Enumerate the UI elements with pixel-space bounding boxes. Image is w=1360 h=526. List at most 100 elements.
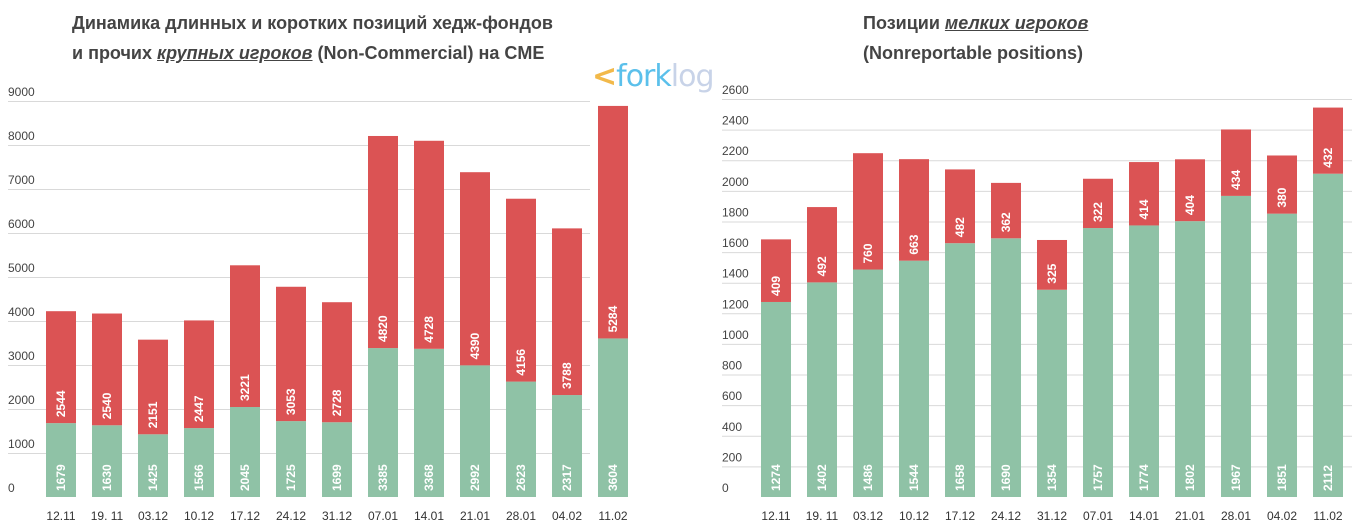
left-bar-short [322, 302, 352, 423]
right-short-value-label: 663 [907, 234, 921, 254]
right-short-value-label: 414 [1137, 199, 1151, 219]
right-x-tick-label: 14.01 [1129, 509, 1159, 523]
left-x-tick-label: 14.01 [414, 509, 444, 523]
left-short-value-label: 4390 [468, 332, 482, 359]
left-short-value-label: 4156 [514, 349, 528, 376]
left-x-tick-label: 24.12 [276, 509, 306, 523]
left-short-value-label: 2544 [54, 390, 68, 417]
right-long-value-label: 2112 [1321, 465, 1335, 491]
left-long-value-label: 2045 [238, 464, 252, 491]
left-long-value-label: 1725 [284, 464, 298, 491]
right-long-value-label: 1774 [1137, 464, 1151, 491]
left-bar-long [138, 434, 168, 497]
right-long-value-label: 1658 [953, 464, 967, 491]
right-y-tick-label: 2000 [722, 175, 749, 189]
left-short-value-label: 3788 [560, 362, 574, 389]
right-long-value-label: 1690 [999, 464, 1013, 491]
left-x-tick-label: 03.12 [138, 509, 168, 523]
right-long-value-label: 1354 [1045, 464, 1059, 491]
right-bar-long [761, 301, 791, 497]
left-bar-short [92, 313, 122, 426]
right-bar-short [1267, 155, 1297, 214]
right-bar-long [1221, 195, 1251, 497]
right-bar-long [991, 238, 1021, 498]
left-long-value-label: 1630 [100, 464, 114, 491]
left-short-value-label: 2151 [146, 401, 160, 428]
right-y-tick-label: 1400 [722, 267, 749, 281]
left-long-value-label: 1425 [146, 464, 160, 491]
left-bar-short [598, 105, 628, 339]
right-x-tick-label: 21.01 [1175, 509, 1205, 523]
right-long-value-label: 1802 [1183, 464, 1197, 491]
right-y-tick-label: 1000 [722, 328, 749, 342]
right-x-tick-label: 03.12 [853, 509, 883, 523]
left-long-value-label: 1699 [330, 464, 344, 491]
left-bar-long [92, 425, 122, 497]
right-bar-long [1037, 289, 1067, 497]
left-title-em: крупных игроков [157, 43, 313, 63]
left-short-value-label: 3053 [284, 388, 298, 415]
right-bar-long [1313, 173, 1343, 497]
left-x-tick-label: 07.01 [368, 509, 398, 523]
right-bar-short [899, 159, 929, 261]
left-short-value-label: 2540 [100, 392, 114, 419]
right-x-tick-label: 12.11 [761, 509, 790, 523]
left-short-value-label: 4728 [422, 316, 436, 343]
forklog-watermark: <forklog [592, 62, 714, 92]
right-short-value-label: 325 [1045, 263, 1059, 283]
left-short-value-label: 3221 [238, 374, 252, 401]
right-title-pre: Позиции [863, 13, 945, 33]
right-title-line1: Позиции мелких игроков [863, 8, 1088, 38]
right-x-tick-label: 11.02 [1313, 509, 1342, 523]
right-bar-short [1313, 107, 1343, 174]
right-bar-short [853, 153, 883, 270]
right-bar-long [853, 269, 883, 497]
right-y-tick-label: 800 [722, 359, 742, 373]
left-short-value-label: 2447 [192, 395, 206, 422]
left-bar-short [184, 320, 214, 429]
right-bar-long [1129, 225, 1159, 498]
left-y-tick-label: 7000 [8, 173, 35, 187]
right-bar-long [945, 243, 975, 497]
right-bar-short [807, 207, 837, 283]
left-x-tick-label: 31.12 [322, 509, 352, 523]
left-long-value-label: 3604 [606, 464, 620, 491]
right-bar-short [761, 239, 791, 302]
left-long-value-label: 3368 [422, 464, 436, 491]
left-x-tick-label: 19. 11 [91, 509, 124, 523]
right-bar-short [1221, 129, 1251, 196]
right-bar-long [1175, 221, 1205, 497]
watermark-text-a: fork [616, 59, 672, 94]
watermark-text-b: log [670, 59, 715, 94]
left-long-value-label: 3385 [376, 464, 390, 491]
right-bar-long [807, 282, 837, 497]
right-x-tick-label: 19. 11 [806, 509, 839, 523]
right-short-value-label: 409 [769, 276, 783, 296]
left-y-tick-label: 8000 [8, 129, 35, 143]
left-bar-short [230, 265, 260, 408]
left-bar-long [414, 348, 444, 497]
left-long-value-label: 1566 [192, 464, 206, 491]
right-y-tick-label: 400 [722, 420, 742, 434]
left-x-tick-label: 11.02 [598, 509, 627, 523]
right-long-value-label: 1274 [769, 464, 783, 491]
right-short-value-label: 492 [815, 256, 829, 276]
left-bar-long [230, 407, 260, 497]
left-y-tick-label: 4000 [8, 305, 35, 319]
left-x-tick-label: 21.01 [460, 509, 490, 523]
right-y-tick-label: 1600 [722, 236, 749, 250]
left-x-tick-label: 12.11 [46, 509, 75, 523]
left-title-line1: Динамика длинных и коротких позиций хедж… [72, 13, 553, 33]
right-y-tick-label: 600 [722, 389, 742, 403]
left-bar-long [184, 428, 214, 497]
right-x-tick-label: 28.01 [1221, 509, 1251, 523]
left-bar-short [368, 135, 398, 349]
right-title-em: мелких игроков [944, 13, 1089, 33]
left-bar-short [552, 228, 582, 396]
left-bar-short [46, 311, 76, 424]
right-short-value-label: 380 [1275, 187, 1289, 207]
left-long-value-label: 2623 [514, 464, 528, 491]
left-long-value-label: 2992 [468, 464, 482, 491]
right-short-value-label: 322 [1091, 202, 1105, 222]
